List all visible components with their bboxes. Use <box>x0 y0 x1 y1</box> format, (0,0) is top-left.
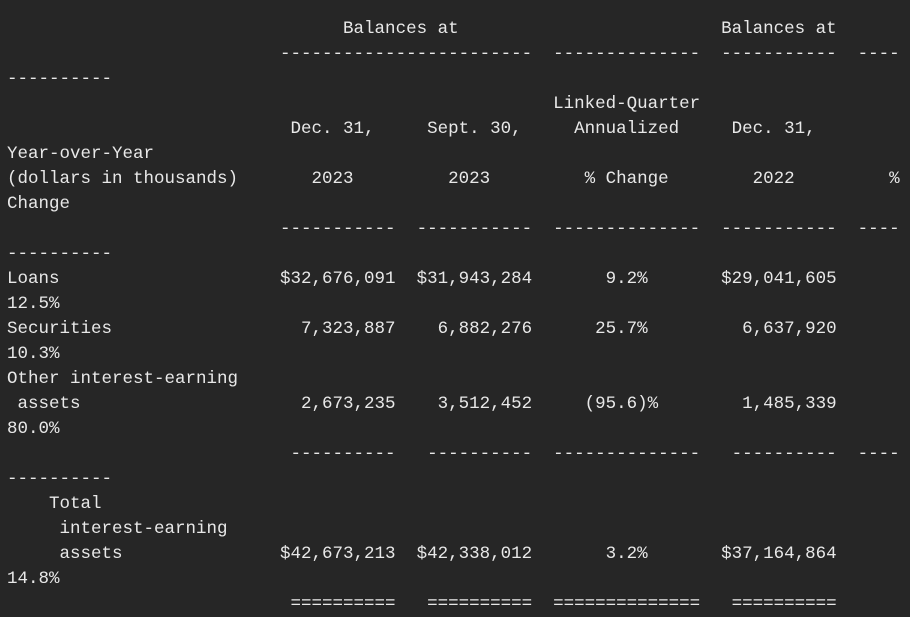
text-line: Total <box>7 494 102 514</box>
text-line: Year-over-Year <box>7 144 155 164</box>
text-line: Securities 7,323,887 6,882,276 25.7% 6,6… <box>7 319 837 339</box>
text-line: ---------- <box>7 469 113 489</box>
text-line: Balances at Balances at <box>7 19 837 39</box>
text-line: ----------- ----------- -------------- -… <box>7 219 900 239</box>
text-line: ========== ========== ============== ===… <box>7 594 837 614</box>
text-line: Change <box>7 194 71 214</box>
text-line: assets 2,673,235 3,512,452 (95.6)% 1,485… <box>7 394 837 414</box>
text-line: Dec. 31, Sept. 30, Annualized Dec. 31, <box>7 119 816 139</box>
text-line: ---------- ---------- -------------- ---… <box>7 444 900 464</box>
text-line: 80.0% <box>7 419 60 439</box>
text-line: ---------- <box>7 69 113 89</box>
text-line: 10.3% <box>7 344 60 364</box>
text-line: 14.8% <box>7 569 60 589</box>
text-line: Other interest-earning <box>7 369 239 389</box>
text-line: interest-earning <box>7 519 228 539</box>
text-line: 12.5% <box>7 294 60 314</box>
text-line: ------------------------ -------------- … <box>7 44 900 64</box>
text-line: Loans $32,676,091 $31,943,284 9.2% $29,0… <box>7 269 837 289</box>
text-line: (dollars in thousands) 2023 2023 % Chang… <box>7 169 900 189</box>
text-line: ---------- <box>7 244 113 264</box>
text-line: Linked-Quarter <box>7 94 701 114</box>
text-line: assets $42,673,213 $42,338,012 3.2% $37,… <box>7 544 837 564</box>
preformatted-text: Balances at Balances at ----------------… <box>7 17 910 617</box>
